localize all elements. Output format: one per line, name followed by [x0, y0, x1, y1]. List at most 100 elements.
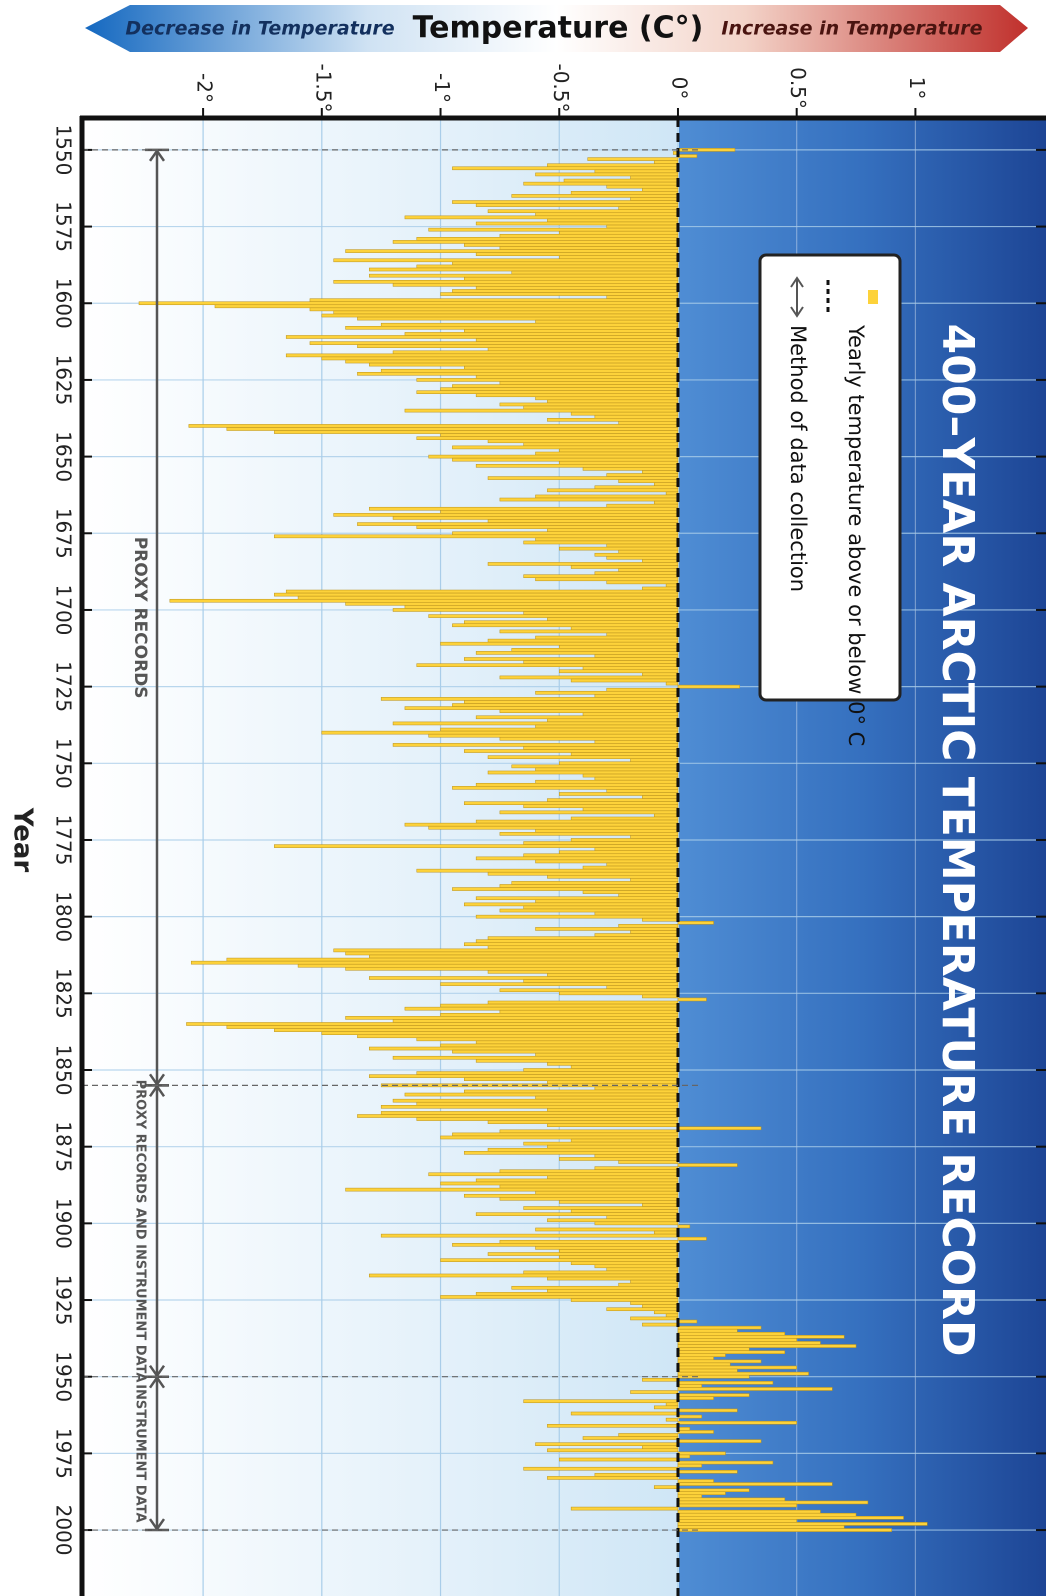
bar [392, 1055, 679, 1060]
bar [570, 1506, 679, 1511]
bar [594, 414, 679, 419]
bar [547, 163, 679, 168]
bar [677, 921, 714, 925]
bar [677, 1470, 738, 1474]
bar [169, 598, 679, 603]
bar [309, 298, 679, 302]
bar [523, 841, 679, 845]
bar [677, 1126, 762, 1131]
bar [475, 1212, 679, 1216]
x-tick-label: 1675 [52, 508, 76, 559]
bar [452, 786, 679, 790]
bar [594, 776, 679, 781]
bar [369, 1273, 679, 1278]
bar [499, 810, 679, 815]
bar [618, 893, 679, 897]
bar [511, 194, 679, 198]
decrease-label: Decrease in Temperature [125, 18, 394, 40]
bar [499, 402, 679, 407]
bar [535, 927, 679, 931]
bar [416, 525, 679, 529]
bar [547, 1175, 679, 1180]
bar [559, 792, 679, 796]
bar [582, 1436, 679, 1440]
bar [582, 773, 679, 778]
bar [677, 1331, 786, 1336]
bar [677, 1353, 726, 1358]
x-tick-label: 1650 [52, 431, 76, 482]
bar [653, 1485, 679, 1489]
bar [380, 1111, 679, 1115]
y-tick-label: 0° [667, 77, 691, 100]
bar [321, 356, 679, 361]
x-tick-label: 1775 [52, 815, 76, 866]
bar [677, 1344, 857, 1348]
bar [475, 896, 679, 901]
bar [309, 307, 679, 312]
bar [345, 1187, 679, 1192]
bar [464, 1151, 679, 1155]
bar [606, 184, 679, 189]
bar [570, 1065, 679, 1069]
bar [547, 798, 679, 802]
bar [547, 1423, 679, 1428]
x-tick-label: 1725 [52, 661, 76, 712]
bar [618, 421, 679, 425]
bar [523, 405, 679, 410]
bar [487, 871, 679, 876]
legend-swatch [868, 290, 878, 304]
bar [321, 730, 679, 735]
bar [523, 804, 679, 809]
bar [452, 166, 679, 171]
bar [345, 951, 679, 956]
bar [440, 292, 679, 296]
bar [535, 635, 679, 640]
bar [677, 1512, 857, 1517]
bar [559, 991, 679, 996]
bar [464, 276, 679, 281]
bar [487, 476, 679, 480]
bar [535, 1246, 679, 1250]
x-tick-label: 1950 [52, 1351, 76, 1402]
bar [677, 1368, 738, 1373]
bar [274, 430, 679, 434]
bar [606, 789, 679, 793]
bar [499, 233, 679, 238]
bar [594, 694, 679, 698]
bar [653, 813, 679, 818]
bar [547, 1108, 679, 1112]
bar [570, 678, 679, 683]
bar [630, 1316, 679, 1321]
bar [186, 1022, 679, 1026]
bar [345, 249, 679, 253]
bar [416, 436, 679, 440]
bar [523, 853, 679, 858]
bar [475, 914, 679, 919]
bar [523, 1270, 679, 1275]
bar [369, 273, 679, 278]
legend-label: Yearly temperature above or below 0° C [844, 324, 868, 746]
bar [630, 878, 679, 882]
bar [487, 638, 679, 643]
bar [475, 1059, 679, 1063]
bar [475, 1040, 679, 1045]
bar [404, 605, 679, 609]
bar [606, 543, 679, 548]
bar [499, 1197, 679, 1201]
bar [642, 917, 679, 922]
bar [642, 672, 679, 677]
bar [547, 973, 679, 977]
bar [677, 1350, 786, 1354]
bar [333, 310, 679, 315]
bar [665, 1417, 679, 1422]
bar [285, 335, 679, 339]
bar [618, 1282, 679, 1287]
bar [511, 270, 679, 275]
bar [677, 1451, 726, 1456]
bar [392, 1019, 679, 1023]
bar [274, 1028, 679, 1032]
bar [404, 706, 679, 710]
bar [677, 1384, 702, 1388]
bar [440, 387, 679, 391]
bar [559, 448, 679, 453]
